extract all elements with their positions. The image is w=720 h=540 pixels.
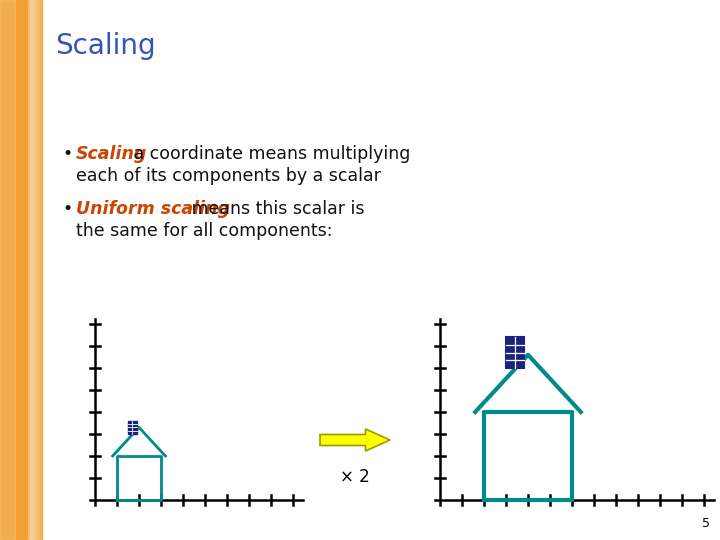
Bar: [34, 0, 37, 540]
Text: Scaling: Scaling: [76, 145, 148, 163]
Bar: [0, 0, 42, 540]
Bar: [0, 0, 15, 540]
Bar: [128, 421, 137, 434]
Bar: [32, 0, 35, 540]
Text: × 2: × 2: [340, 468, 370, 486]
Text: each of its components by a scalar: each of its components by a scalar: [76, 167, 381, 185]
Text: means this scalar is: means this scalar is: [186, 200, 364, 218]
FancyArrow shape: [320, 429, 390, 451]
Bar: [506, 337, 523, 368]
Text: a coordinate means multiplying: a coordinate means multiplying: [128, 145, 410, 163]
Bar: [42, 0, 45, 540]
Text: 5: 5: [702, 517, 710, 530]
Bar: [30, 0, 33, 540]
Bar: [36, 0, 39, 540]
Text: Uniform scaling: Uniform scaling: [76, 200, 230, 218]
Bar: [28, 0, 31, 540]
Text: •: •: [62, 145, 72, 163]
Bar: [38, 0, 41, 540]
Bar: [40, 0, 43, 540]
Text: the same for all components:: the same for all components:: [76, 222, 333, 240]
Text: •: •: [62, 200, 72, 218]
Text: Scaling: Scaling: [55, 32, 156, 60]
